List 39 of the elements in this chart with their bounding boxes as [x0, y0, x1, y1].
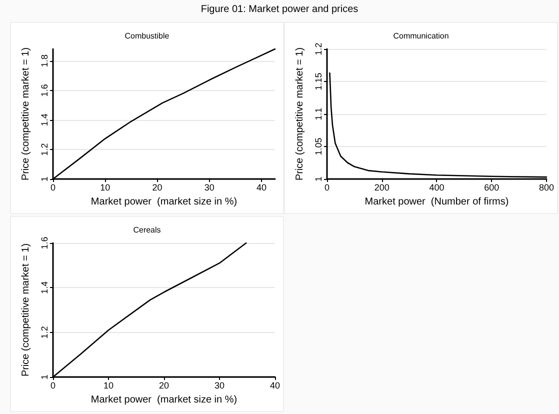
y-tick-label: 1 [314, 176, 324, 182]
y-tick-label: 1.6 [40, 84, 50, 97]
x-axis-title: Market power (market size in %) [90, 196, 238, 208]
x-tick-label: 800 [538, 182, 554, 192]
y-tick-label: 1 [40, 374, 50, 380]
y-tick-label: 1.2 [314, 42, 324, 56]
caption: Figure 01: Market power and prices [200, 4, 360, 15]
x-tick-label: 600 [484, 182, 500, 192]
y-tick-label: 1.05 [314, 138, 324, 156]
x-axis-title: Market power (market size in %) [90, 394, 238, 406]
x-tick-label: 400 [429, 182, 444, 192]
x-tick-label: 40 [270, 380, 280, 390]
x-tick-label: 0 [50, 182, 56, 192]
y-axis-title: Price (competitive market = 1) [20, 47, 32, 181]
x-tick-label: 20 [152, 182, 162, 192]
x-tick-label: 10 [103, 380, 114, 390]
x-tick-label: 10 [100, 182, 110, 192]
x-tick-label: 30 [204, 182, 214, 192]
y-tick-label: 1.4 [40, 281, 50, 294]
x-tick-label: 0 [324, 182, 330, 192]
chart-title: Cereals [133, 226, 161, 234]
x-tick-label: 40 [256, 182, 266, 192]
y-tick-label: 1.2 [40, 326, 50, 339]
chart-title: Communication [393, 32, 449, 40]
y-tick-label: 1.8 [40, 54, 50, 68]
y-tick-label: 1.4 [40, 114, 50, 126]
y-tick-label: 1.2 [40, 143, 50, 156]
y-tick-label: 1 [40, 176, 50, 182]
y-axis-title: Price (competitive market = 1) [20, 243, 32, 377]
y-tick-label: 1.6 [40, 236, 50, 250]
y-tick-label: 1.1 [314, 108, 324, 120]
x-tick-label: 20 [158, 380, 170, 390]
y-axis-title: Price (competitive market = 1) [294, 47, 306, 181]
x-tick-label: 200 [374, 182, 390, 192]
chart-title: Combustible [124, 32, 170, 40]
x-tick-label: 0 [50, 380, 56, 390]
y-tick-label: 1.15 [314, 72, 324, 90]
x-axis-title: Market power (Number of firms) [364, 196, 509, 208]
x-tick-label: 30 [214, 380, 225, 390]
